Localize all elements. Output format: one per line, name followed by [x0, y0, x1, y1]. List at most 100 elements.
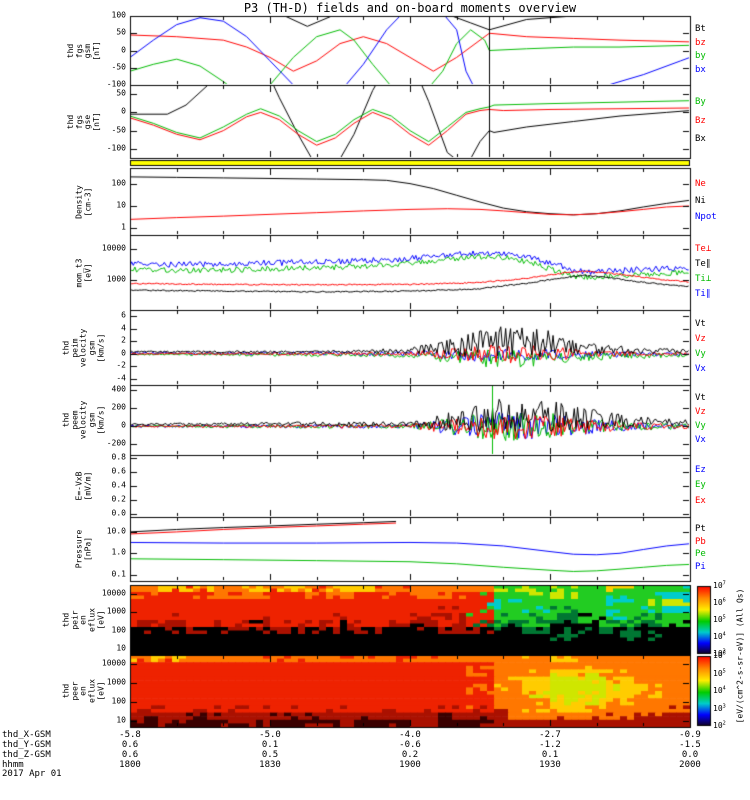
y-tick-label: 50 — [116, 88, 126, 98]
bottom-row-value: 1930 — [539, 760, 561, 770]
y-tick-label: 400 — [111, 385, 126, 395]
bottom-row-value: 1830 — [259, 760, 281, 770]
series-label-vx: Vx — [695, 364, 706, 375]
panel-axis-title: Density [cm-3] — [74, 184, 92, 219]
y-tick-label: -100 — [106, 79, 126, 89]
colorbar-tick-label: 103 — [713, 648, 726, 659]
bottom-row-value: 2000 — [679, 760, 701, 770]
bottom-row-value: 0.2 — [401, 750, 419, 760]
bottom-row-label-3: thd_Z-GSM — [2, 750, 51, 760]
y-tick-label: 1000 — [106, 677, 126, 687]
y-tick-label: 1 — [121, 222, 126, 232]
series-label-bz: Bz — [695, 115, 706, 126]
series-label-te∥: Te∥ — [695, 259, 711, 270]
y-tick-label: 4 — [121, 323, 126, 333]
series-label-vz: Vz — [695, 407, 706, 418]
series-label-pt: Pt — [695, 523, 706, 534]
bottom-row-value: 0.6 — [121, 740, 139, 750]
y-tick-label: 0.4 — [111, 480, 126, 490]
colorbar-tick-label: 104 — [713, 685, 726, 696]
y-tick-label: 1.0 — [111, 547, 126, 557]
panel-axis-title: thd peim velocity gsm [km/s] — [61, 328, 105, 367]
y-tick-label: 2 — [121, 335, 126, 345]
y-tick-label: 10000 — [101, 588, 126, 598]
y-tick-label: -100 — [106, 143, 126, 153]
y-tick-label: -50 — [111, 62, 126, 72]
colorbar-tick-label: 106 — [713, 597, 726, 608]
y-tick-label: 1000 — [106, 607, 126, 617]
y-tick-label: 6 — [121, 310, 126, 320]
panel-axis-title: thd fgs gsm [nT] — [65, 40, 101, 61]
bottom-row-value: -0.6 — [399, 740, 421, 750]
panel-axis-title: Pressure [nPa] — [74, 529, 92, 569]
series-label-pi: Pi — [695, 562, 706, 573]
series-label-pe: Pe — [695, 549, 706, 560]
y-tick-label: 100 — [111, 178, 126, 188]
panel-axis-title: thd peer en eflux [eV] — [61, 678, 105, 704]
series-label-vz: Vz — [695, 334, 706, 345]
y-tick-label: 10 — [116, 644, 126, 654]
colorbar-tick-label: 103 — [713, 702, 726, 713]
y-tick-label: 0.8 — [111, 453, 126, 463]
y-tick-label: 0.2 — [111, 494, 126, 504]
y-tick-label: 10000 — [101, 244, 126, 254]
series-label-ti∥: Ti∥ — [695, 289, 711, 300]
series-label-vy: Vy — [695, 349, 706, 360]
panel-axis-title: thd peir en eflux [eV] — [61, 607, 105, 633]
y-tick-label: -2 — [116, 360, 126, 370]
y-tick-label: 1000 — [106, 274, 126, 284]
bottom-row-value: 1800 — [119, 760, 141, 770]
date-label: 2017 Apr 01 — [2, 769, 62, 779]
bottom-row-value: -1.5 — [679, 740, 701, 750]
y-tick-label: 0.1 — [111, 569, 126, 579]
colorbar-tick-label: 104 — [713, 631, 726, 642]
y-tick-label: 10000 — [101, 658, 126, 668]
y-tick-label: 100 — [111, 10, 126, 20]
panel-axis-title: E=-VxB [mV/m] — [74, 471, 92, 501]
bottom-row-value: -5.8 — [119, 730, 141, 740]
y-tick-label: 100 — [111, 696, 126, 706]
plot-title: P3 (TH-D) fields and on-board moments ov… — [243, 1, 577, 15]
series-label-ni: Ni — [695, 195, 706, 206]
colorbar-title: [eV/(cm^2-s-sr-eV)] (All Qs) — [735, 588, 745, 724]
series-label-ti⊥: Ti⊥ — [695, 274, 712, 285]
y-tick-label: 10.0 — [106, 526, 126, 536]
y-tick-label: 200 — [111, 403, 126, 413]
series-label-vx: Vx — [695, 435, 706, 446]
y-tick-label: 0 — [121, 348, 126, 358]
colorbar-tick-label: 106 — [713, 650, 726, 661]
panel-axis-title: thd peem velocity gsm [km/s] — [61, 400, 105, 440]
bottom-row-value: -0.9 — [679, 730, 701, 740]
series-label-vt: Vt — [695, 393, 706, 404]
colorbar-tick-label: 102 — [713, 720, 726, 731]
series-label-pb: Pb — [695, 536, 706, 547]
series-label-npot: Npot — [695, 212, 717, 223]
panel-axis-title: thd fgs gse [nT] — [65, 111, 101, 132]
series-label-bx: bx — [695, 65, 706, 76]
bottom-row-label-1: thd_X-GSM — [2, 730, 51, 740]
series-label-bz: bz — [695, 37, 706, 48]
bottom-row-value: 1900 — [399, 760, 421, 770]
y-tick-label: 0 — [121, 107, 126, 117]
y-tick-label: 0.0 — [111, 508, 126, 518]
y-tick-label: -200 — [106, 438, 126, 448]
y-tick-label: 50 — [116, 27, 126, 37]
series-label-by: By — [695, 97, 706, 108]
bottom-row-value: -2.7 — [539, 730, 561, 740]
bottom-row-value: 0.0 — [681, 750, 699, 760]
y-tick-label: 0 — [121, 420, 126, 430]
colorbar-tick-label: 107 — [713, 580, 726, 591]
series-label-bx: Bx — [695, 133, 706, 144]
bottom-row-value: -5.0 — [259, 730, 281, 740]
bottom-row-value: 0.5 — [261, 750, 279, 760]
bottom-row-label-4: hhmm — [2, 760, 24, 770]
y-tick-label: 0.6 — [111, 466, 126, 476]
y-tick-label: 0 — [121, 45, 126, 55]
colorbar-tick-label: 105 — [713, 614, 726, 625]
series-label-ne: Ne — [695, 178, 706, 189]
colorbar-tick-label: 105 — [713, 667, 726, 678]
y-tick-label: 10 — [116, 200, 126, 210]
panel-axis-title: mom_t3 [eV] — [74, 258, 92, 287]
series-label-ex: Ex — [695, 495, 706, 506]
